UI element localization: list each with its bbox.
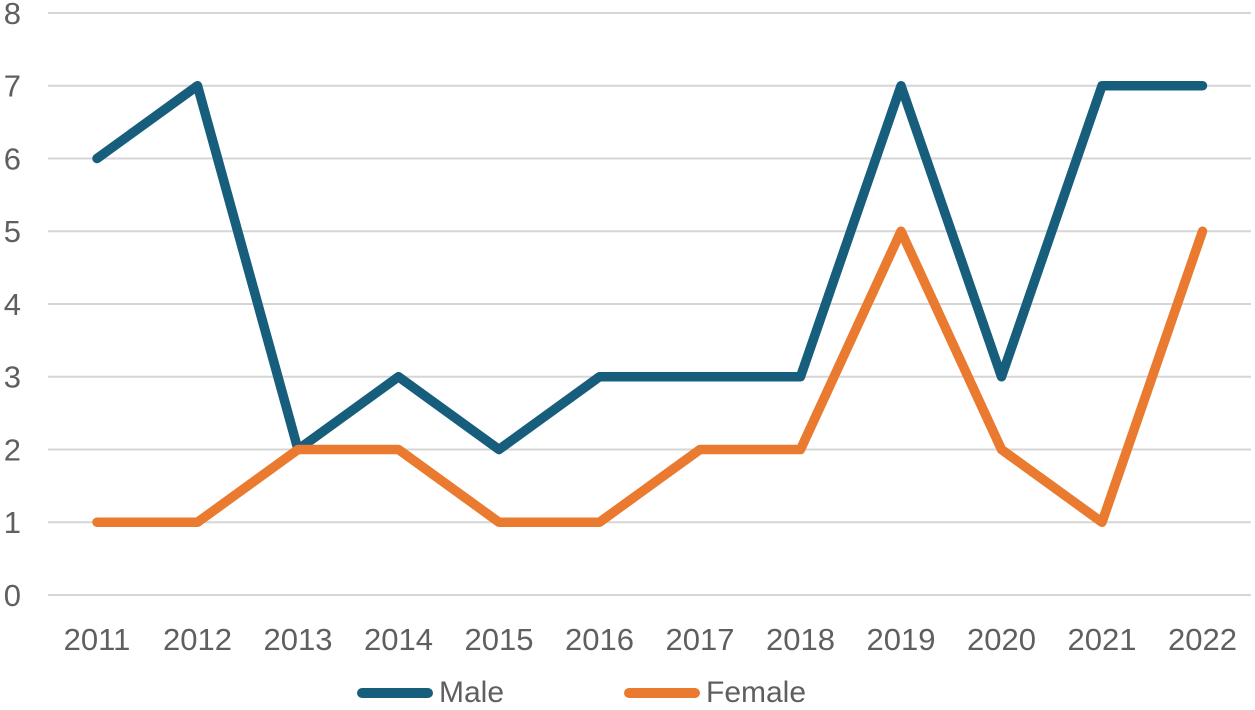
female-series-line — [92, 226, 1208, 527]
y-axis-tick-label: 8 — [4, 0, 21, 31]
legend-label-male: Male — [439, 676, 505, 709]
legend-label-female: Female — [706, 676, 807, 709]
x-axis-tick-label: 2017 — [666, 622, 735, 657]
x-axis-tick-label: 2011 — [64, 622, 131, 657]
x-axis-tick-label: 2020 — [967, 622, 1036, 657]
y-axis-tick-label: 3 — [4, 360, 21, 395]
x-axis-tick-label: 2016 — [565, 622, 634, 657]
y-axis-tick-label: 5 — [4, 214, 21, 249]
y-axis-tick-label: 0 — [4, 578, 21, 613]
female-line-swatch — [624, 688, 700, 698]
x-axis-tick-label: 2013 — [264, 622, 333, 657]
y-axis-tick-label: 1 — [4, 505, 21, 540]
x-axis-tick-label: 2021 — [1068, 622, 1137, 657]
male-line-swatch — [357, 688, 433, 698]
chart-legend: Male Female — [0, 676, 1255, 710]
x-axis-tick-label: 2014 — [364, 622, 433, 657]
x-axis-tick-label: 2022 — [1168, 622, 1237, 657]
y-axis-tick-label: 6 — [4, 141, 21, 176]
x-axis-tick-label: 2018 — [766, 622, 835, 657]
y-axis-tick-label: 2 — [4, 432, 21, 467]
plot-area: 0 1 2 3 4 5 6 7 8 2011 2012 2013 2014 2015 2016 2017 201… — [4, 0, 1251, 657]
legend-item-male: Male — [357, 676, 504, 710]
y-axis-tick-label: 4 — [4, 287, 21, 322]
x-axis-tick-label: 2019 — [867, 622, 936, 657]
y-axis-tick-label: 7 — [4, 69, 21, 104]
legend-item-female: Female — [624, 676, 806, 710]
male-series-line — [92, 81, 1208, 455]
x-axis-tick-label: 2012 — [163, 622, 232, 657]
x-axis-tick-label: 2015 — [465, 622, 534, 657]
